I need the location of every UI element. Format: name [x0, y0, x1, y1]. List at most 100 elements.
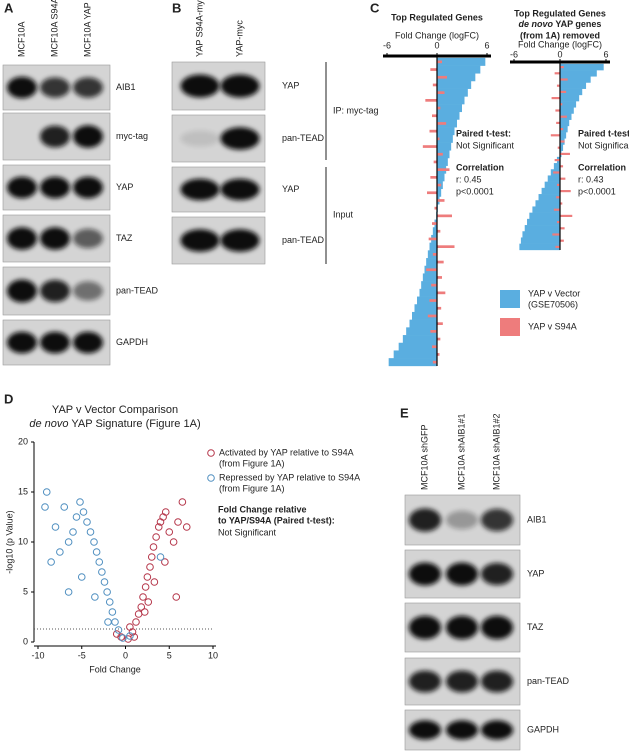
- chart-title: de novo YAP genes: [519, 19, 602, 29]
- bar: [437, 75, 447, 79]
- bar: [437, 291, 446, 295]
- bar: [560, 107, 574, 114]
- point: [69, 528, 77, 536]
- bar: [560, 202, 563, 205]
- bar: [560, 94, 580, 102]
- bar: [430, 176, 437, 179]
- x-tick-label: 6: [484, 40, 489, 50]
- legend-label: Repressed by YAP relative to S94A: [219, 472, 360, 482]
- bar: [437, 168, 450, 171]
- band: [180, 74, 220, 98]
- annotation: p<0.0001: [578, 186, 616, 196]
- band: [73, 77, 103, 98]
- band: [40, 227, 70, 250]
- chart-title: Top Regulated Genes: [391, 12, 483, 22]
- bar: [426, 258, 437, 267]
- bar: [560, 82, 587, 89]
- bar: [560, 90, 567, 93]
- bar: [437, 214, 452, 218]
- column-label: MCF10A YAP: [82, 2, 92, 57]
- band: [73, 228, 103, 249]
- band: [220, 178, 260, 201]
- legend-label: (from Figure 1A): [219, 458, 285, 468]
- column-label: MCF10A: [16, 21, 26, 57]
- bar: [560, 190, 571, 193]
- bar: [557, 146, 560, 149]
- band: [408, 508, 442, 532]
- bar: [437, 88, 468, 97]
- column-label: MCF10A shGFP: [419, 424, 429, 490]
- bar: [560, 88, 583, 96]
- x-axis-label: Fold Change (logFC): [518, 39, 602, 49]
- column-label: YAP-myc: [234, 20, 244, 57]
- bar: [556, 221, 560, 224]
- bar: [430, 330, 437, 333]
- panel-label: D: [4, 391, 13, 406]
- bar: [425, 99, 437, 102]
- point: [154, 523, 163, 531]
- band: [480, 508, 514, 532]
- band: [180, 229, 220, 252]
- x-tick-label: 5: [167, 650, 172, 660]
- bar: [437, 57, 486, 66]
- bar: [437, 65, 481, 74]
- bar: [544, 181, 560, 189]
- bar: [429, 299, 437, 302]
- bar: [430, 68, 437, 71]
- band: [40, 125, 70, 148]
- bar: [432, 360, 437, 364]
- bar: [388, 358, 437, 367]
- point: [64, 538, 73, 546]
- column-label: MCF10A shAIB1#2: [491, 413, 501, 490]
- legend-marker: [207, 474, 215, 482]
- band: [445, 510, 479, 530]
- bar: [429, 129, 437, 133]
- bar: [437, 134, 453, 143]
- point: [156, 553, 165, 561]
- point: [114, 626, 123, 634]
- bar: [431, 283, 437, 287]
- bar: [428, 237, 437, 241]
- point: [41, 503, 49, 511]
- bar: [560, 177, 566, 180]
- bar: [437, 337, 441, 341]
- x-tick-label: -6: [510, 49, 518, 59]
- point: [143, 573, 152, 581]
- note: Fold Change relative: [218, 504, 307, 514]
- bar: [554, 159, 560, 162]
- point: [169, 538, 178, 546]
- bar: [437, 122, 447, 125]
- bar: [552, 233, 560, 236]
- point: [152, 533, 160, 541]
- bar: [414, 304, 437, 313]
- bar: [393, 350, 437, 359]
- point: [178, 498, 187, 506]
- band: [180, 130, 220, 147]
- bar: [560, 76, 591, 83]
- annotation: Correlation: [578, 162, 626, 172]
- band: [7, 76, 37, 99]
- point: [172, 593, 181, 601]
- point: [100, 578, 109, 586]
- x-axis-label: Fold Change (logFC): [395, 30, 479, 40]
- bar: [524, 225, 560, 232]
- bar: [555, 245, 560, 248]
- row-label: pan-TEAD: [282, 133, 325, 143]
- subtitle-part: de novo: [29, 418, 68, 430]
- point: [104, 618, 112, 626]
- point: [111, 618, 119, 626]
- bar: [560, 125, 568, 133]
- point: [86, 528, 95, 536]
- point: [72, 513, 81, 521]
- y-tick-label: 0: [23, 636, 28, 646]
- bar: [560, 227, 565, 230]
- band: [73, 281, 103, 301]
- point: [139, 593, 147, 601]
- title-part: YAP genes: [553, 19, 601, 29]
- bar: [437, 96, 465, 105]
- bar: [550, 134, 560, 137]
- bar: [422, 273, 437, 282]
- point: [126, 632, 134, 640]
- bar: [529, 212, 560, 220]
